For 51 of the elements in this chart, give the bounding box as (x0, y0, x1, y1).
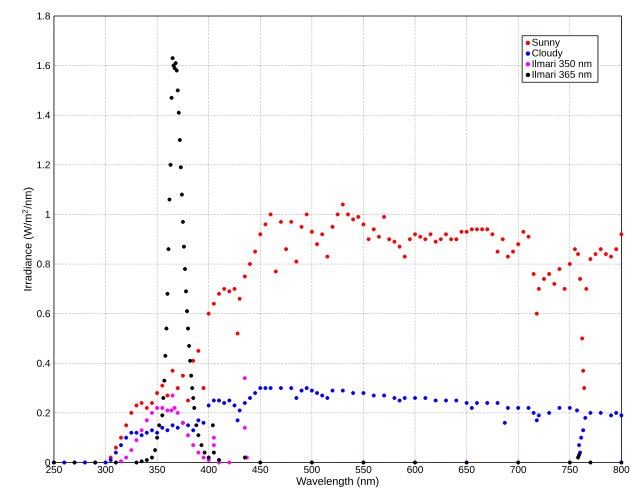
x-tick-label: 250 (46, 466, 62, 473)
point (202, 455, 206, 460)
point (155, 406, 160, 410)
point (144, 418, 149, 422)
point (242, 376, 247, 380)
x-tick-label: 400 (200, 466, 217, 473)
x-tick-label: 300 (98, 466, 114, 473)
point (160, 406, 164, 410)
point (212, 435, 216, 440)
y-tick-label: 0.4 (36, 360, 50, 367)
legend-label: Ilmari 365 nm (532, 70, 592, 78)
x-tick-label: 650 (458, 466, 475, 473)
point (150, 410, 154, 415)
point (212, 442, 216, 447)
point (124, 455, 128, 460)
point (186, 433, 190, 437)
legend-label: Sunny (532, 38, 560, 48)
point (242, 426, 247, 430)
point (172, 406, 177, 410)
y-tick-label: 0.8 (36, 260, 50, 268)
y-axis-title: Irradiance (W/m$^{2}$/nm) (22, 187, 34, 290)
point (165, 408, 170, 412)
point (170, 408, 174, 412)
point (134, 438, 138, 442)
point (170, 393, 175, 398)
legend-label: Ilmari 350 nm (532, 60, 592, 67)
y-tick-label: 1.4 (37, 112, 50, 118)
x-tick-label: 750 (562, 466, 578, 473)
y-tick-label: 1.2 (37, 161, 50, 168)
x-tick-label: 350 (149, 466, 166, 473)
point (140, 428, 144, 432)
y-tick-label: 1.8 (37, 12, 50, 20)
x-tick-label: 500 (304, 466, 320, 473)
x-tick-label: 550 (356, 466, 372, 473)
point (176, 410, 180, 415)
y-tick-label: 1 (46, 210, 50, 218)
point (196, 450, 200, 454)
x-axis-title: Wavelength (nm) (296, 476, 378, 487)
point (191, 442, 196, 447)
x-tick-label: 600 (407, 466, 423, 473)
point (119, 459, 124, 464)
point (129, 448, 134, 452)
y-tick-label: 1.6 (37, 62, 50, 69)
point (227, 460, 232, 464)
legend-label: Cloudy (532, 48, 563, 58)
x-tick-label: 700 (510, 466, 526, 473)
x-tick-label: 800 (614, 466, 630, 473)
y-tick-label: 0.2 (36, 409, 50, 416)
y-tick-label: 0 (45, 458, 50, 466)
x-tick-label: 450 (252, 466, 268, 473)
y-tick-label: 0.6 (36, 310, 50, 317)
